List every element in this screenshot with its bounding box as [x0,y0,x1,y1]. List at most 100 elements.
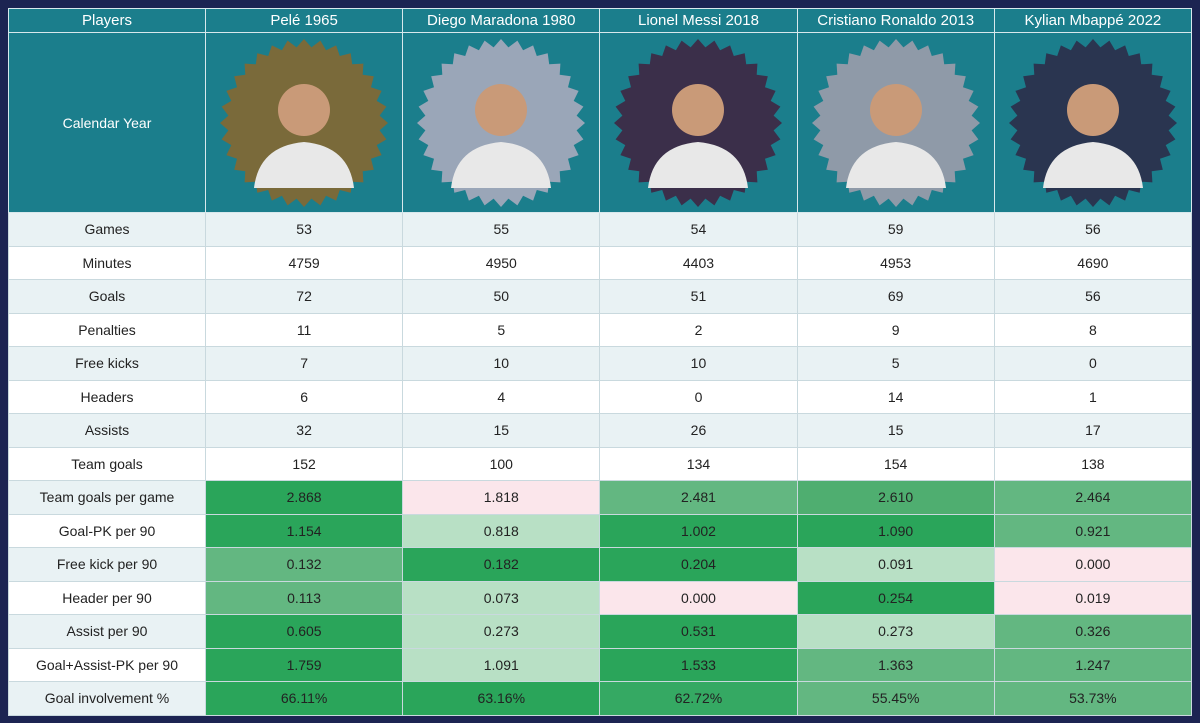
stat-row: Goal+Assist-PK per 90 1.759 1.091 1.533 1.36… [8,647,1193,682]
photo-cell [204,32,404,213]
photo-cell [993,32,1193,213]
stat-row: Games 53 55 54 59 56 [8,212,1193,247]
row-label: Games [8,212,206,247]
row-label: Team goals per game [8,480,206,515]
photo-face [475,83,528,136]
stat-cell: 59 [796,212,995,247]
player-photo [417,38,586,207]
stat-cell: 0.019 [993,580,1193,615]
stat-cell: 32 [204,413,404,448]
photo-shirt [845,141,946,188]
stat-cell: 4759 [204,245,404,280]
stat-cell: 0.326 [993,614,1193,649]
stat-cell: 17 [993,413,1193,448]
stat-cell: 51 [599,279,798,314]
photo-cell [402,32,601,213]
stat-cell: 1.533 [599,647,798,682]
row-label: Assists [8,413,206,448]
stat-cell: 26 [599,413,798,448]
stat-cell: 2.464 [993,480,1193,515]
stat-cell: 5 [402,312,601,347]
stat-cell: 62.72% [599,681,798,716]
stat-cell: 55.45% [796,681,995,716]
stat-cell: 2.481 [599,480,798,515]
stat-cell: 14 [796,379,995,414]
photo-face [1066,83,1119,136]
row-label: Goal+Assist-PK per 90 [8,647,206,682]
stat-cell: 53.73% [993,681,1193,716]
stat-cell: 134 [599,446,798,481]
stat-cell: 0.921 [993,513,1193,548]
stat-cell: 5 [796,346,995,381]
stat-cell: 1.363 [796,647,995,682]
player-header: Kylian Mbappé 2022 [993,8,1193,33]
table-frame: Players Pelé 1965 Diego Maradona 1980 Lione… [8,8,1193,716]
stat-cell: 0.273 [402,614,601,649]
stat-cell: 56 [993,212,1193,247]
stat-row: Assists 32 15 26 15 17 [8,413,1193,448]
stat-cell: 56 [993,279,1193,314]
player-header: Pelé 1965 [204,8,404,33]
stat-cell: 6 [204,379,404,414]
player-photo [220,38,389,207]
stat-cell: 8 [993,312,1193,347]
player-photo [1008,38,1177,207]
stat-cell: 1 [993,379,1193,414]
stat-cell: 100 [402,446,601,481]
stat-cell: 152 [204,446,404,481]
stat-cell: 1.154 [204,513,404,548]
photo-face [278,83,331,136]
stat-cell: 1.818 [402,480,601,515]
stat-cell: 0.000 [993,547,1193,582]
stat-cell: 0 [599,379,798,414]
stat-row: Team goals per game 2.868 1.818 2.481 2.610 2… [8,480,1193,515]
row-label: Assist per 90 [8,614,206,649]
photo-shirt [254,141,355,188]
stat-cell: 1.090 [796,513,995,548]
row-label: Headers [8,379,206,414]
stat-cell: 9 [796,312,995,347]
photo-cell [796,32,995,213]
stat-row: Minutes 4759 4950 4403 4953 4690 [8,245,1193,280]
stat-cell: 0.531 [599,614,798,649]
stat-row: Assist per 90 0.605 0.273 0.531 0.273 0.326 [8,614,1193,649]
photo-cell [599,32,798,213]
stat-cell: 53 [204,212,404,247]
stat-cell: 0.254 [796,580,995,615]
stats-table: Players Pelé 1965 Diego Maradona 1980 Lione… [8,8,1193,716]
row-label: Free kick per 90 [8,547,206,582]
stat-row: Goal involvement % 66.11% 63.16% 62.72% 55.4… [8,681,1193,716]
stat-cell: 1.002 [599,513,798,548]
stat-cell: 4950 [402,245,601,280]
stat-row: Free kicks 7 10 10 5 0 [8,346,1193,381]
stat-cell: 63.16% [402,681,601,716]
row-label: Header per 90 [8,580,206,615]
stat-cell: 0.091 [796,547,995,582]
stat-row: Free kick per 90 0.132 0.182 0.204 0.091 0.00… [8,547,1193,582]
stat-cell: 1.247 [993,647,1193,682]
photo-shirt [451,141,552,188]
row-label: Goals [8,279,206,314]
corner-header: Players [8,8,206,33]
stat-cell: 0 [993,346,1193,381]
stat-cell: 0.273 [796,614,995,649]
stat-cell: 2.610 [796,480,995,515]
stat-cell: 10 [402,346,601,381]
stat-cell: 0.073 [402,580,601,615]
stat-cell: 4 [402,379,601,414]
row-label: Team goals [8,446,206,481]
stat-cell: 54 [599,212,798,247]
stat-cell: 15 [796,413,995,448]
stat-cell: 1.759 [204,647,404,682]
stat-cell: 11 [204,312,404,347]
row-label: Penalties [8,312,206,347]
photo-row: Calendar Year [8,32,1193,213]
player-header: Cristiano Ronaldo 2013 [796,8,995,33]
stat-row: Headers 6 4 0 14 1 [8,379,1193,414]
stat-cell: 7 [204,346,404,381]
stat-cell: 1.091 [402,647,601,682]
stat-cell: 50 [402,279,601,314]
row-label: Goal involvement % [8,681,206,716]
photo-shirt [648,141,749,188]
